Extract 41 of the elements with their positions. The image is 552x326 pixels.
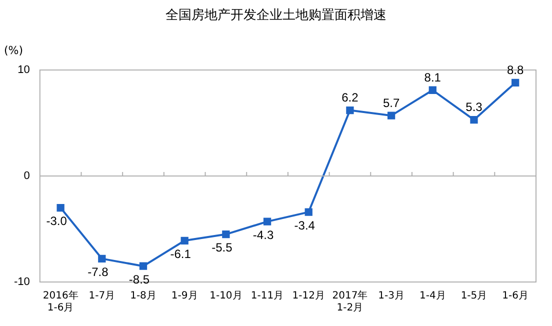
x-tick-label: 1-5月 — [460, 290, 488, 302]
chart-title: 全国房地产开发企业土地购置面积增速 — [164, 7, 388, 24]
data-label: 8.1 — [424, 70, 442, 84]
x-tick-label: 2017年 1-2月 — [332, 290, 368, 314]
data-label: -8.5 — [128, 272, 150, 286]
point — [512, 78, 520, 87]
data-label: -3.0 — [46, 214, 68, 228]
point — [304, 208, 312, 216]
point — [180, 236, 188, 244]
y-tick-label: 0 — [24, 170, 30, 182]
x-tick-label: 1-11月 — [250, 290, 284, 302]
point — [56, 204, 64, 212]
point — [98, 254, 106, 263]
data-label: 5.3 — [466, 100, 483, 114]
x-tick-label: 1-12月 — [292, 290, 325, 302]
x-tick-label: 1-4月 — [419, 290, 446, 302]
data-label: -6.1 — [170, 246, 192, 261]
data-label: 5.7 — [382, 96, 400, 110]
point — [470, 116, 478, 124]
point — [387, 112, 396, 120]
y-tick-label: -10 — [14, 276, 30, 288]
x-tick-label: 1-7月 — [88, 290, 116, 302]
x-tick-label: 2016年 1-6月 — [42, 290, 78, 314]
x-tick-label: 1-8月 — [130, 290, 156, 302]
point — [139, 262, 148, 270]
x-tick-label: 1-3月 — [378, 290, 404, 302]
data-label: -7.8 — [88, 264, 109, 279]
x-tick-label: 1-10月 — [210, 290, 242, 302]
point — [346, 106, 354, 114]
x-tick-label: 1-9月 — [171, 290, 198, 302]
x-tick-label: 1-6月 — [502, 290, 528, 302]
point — [428, 86, 436, 94]
data-label: 8.8 — [506, 63, 524, 78]
point — [222, 230, 230, 238]
y-axis-title: (%) — [4, 44, 24, 57]
data-label: 6.2 — [342, 90, 359, 105]
data-label: -5.5 — [212, 240, 233, 255]
data-label: -4.3 — [252, 228, 274, 242]
data-label: -3.4 — [294, 218, 316, 232]
point — [263, 218, 272, 226]
y-tick-label: 10 — [18, 64, 30, 76]
